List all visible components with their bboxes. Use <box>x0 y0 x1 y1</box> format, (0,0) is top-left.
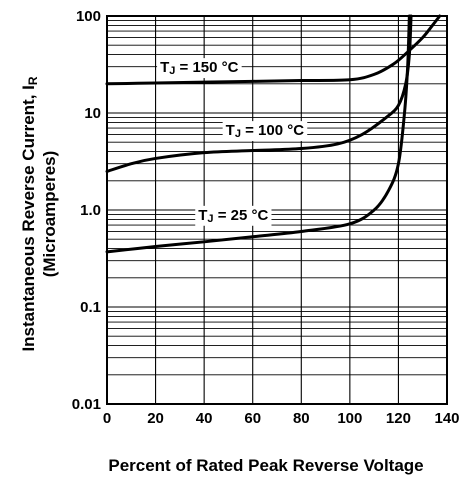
y-tick-label: 0.01 <box>72 396 101 413</box>
x-tick-labels: 0 20 40 60 80 100 120 140 <box>103 410 460 427</box>
y-tick-label: 0.1 <box>80 299 101 316</box>
y-tick-label: 100 <box>76 8 101 25</box>
series-label-2: TJ = 25 °C <box>195 205 272 226</box>
x-tick-label: 60 <box>244 410 261 427</box>
series-line-0 <box>105 14 442 86</box>
series-curves <box>105 14 442 254</box>
x-tick-label: 20 <box>147 410 164 427</box>
series-label-0: TJ = 150 °C <box>157 58 242 79</box>
y-axis-title-units: (Microamperes) <box>40 151 59 278</box>
series-line-1 <box>105 14 413 173</box>
svg-text:TJ = 25 °C: TJ = 25 °C <box>198 207 268 225</box>
x-tick-label: 140 <box>434 410 459 427</box>
x-tick-label: 100 <box>337 410 362 427</box>
y-tick-label: 1.0 <box>80 202 101 219</box>
y-axis-title: Instantaneous Reverse Current, IR <box>19 76 40 351</box>
y-tick-label: 10 <box>84 105 101 122</box>
x-tick-label: 40 <box>196 410 213 427</box>
y-tick-labels: 0.01 0.1 1.0 10 100 <box>72 8 101 413</box>
x-tick-label: 80 <box>293 410 310 427</box>
svg-text:TJ = 150 °C: TJ = 150 °C <box>160 59 239 77</box>
x-axis-title: Percent of Rated Peak Reverse Voltage <box>108 456 423 475</box>
series-line-2 <box>105 14 411 254</box>
x-tick-label: 120 <box>386 410 411 427</box>
svg-text:TJ = 100 °C: TJ = 100 °C <box>226 122 305 140</box>
series-labels: TJ = 150 °C TJ = 100 °C TJ = 25 °C <box>157 58 308 226</box>
series-label-1: TJ = 100 °C <box>222 121 308 142</box>
x-tick-label: 0 <box>103 410 111 427</box>
y-axis-title-subscript: R <box>26 76 40 85</box>
plot-frame <box>106 15 448 405</box>
y-axis-title-main: Instantaneous Reverse Current, I <box>19 85 38 351</box>
svg-text:Instantaneous Reverse Current,: Instantaneous Reverse Current, IR <box>19 76 40 351</box>
